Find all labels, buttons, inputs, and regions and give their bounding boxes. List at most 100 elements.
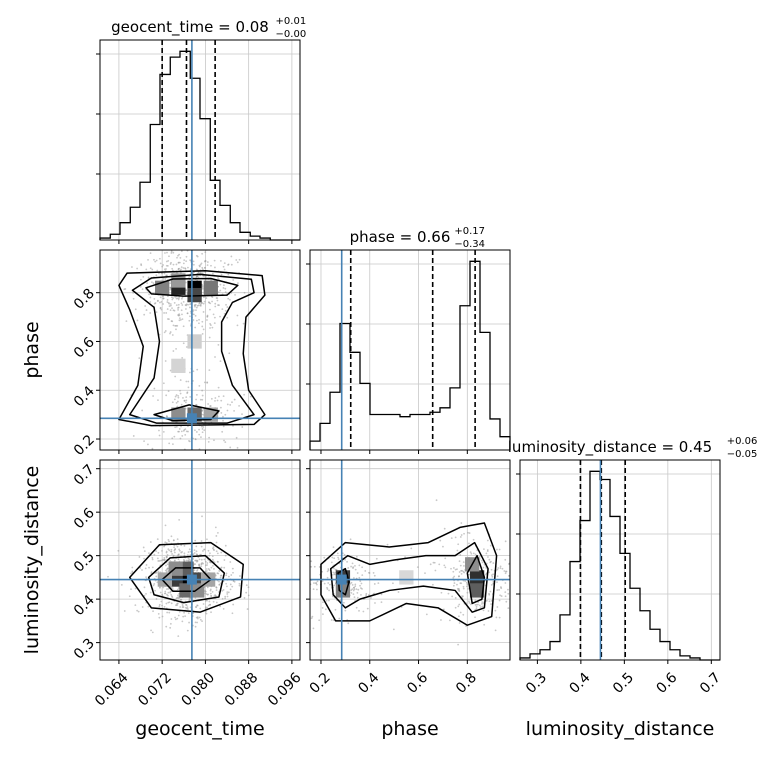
sample-point xyxy=(466,591,469,594)
sample-point xyxy=(496,568,499,571)
sample-point xyxy=(186,606,189,609)
sample-point xyxy=(140,263,142,266)
sample-point xyxy=(187,266,189,269)
sample-point xyxy=(165,564,167,567)
sample-point xyxy=(489,544,492,547)
sample-point xyxy=(177,308,179,311)
sample-point xyxy=(373,574,376,577)
sample-point xyxy=(151,268,154,271)
sample-point xyxy=(201,320,204,323)
sample-point xyxy=(189,606,192,609)
sample-point xyxy=(134,308,137,311)
sample-point xyxy=(183,559,186,562)
sample-point xyxy=(343,553,346,556)
sample-point xyxy=(195,559,198,562)
sample-point xyxy=(232,279,235,281)
sample-point xyxy=(205,568,208,570)
sample-point xyxy=(182,262,185,265)
sample-point xyxy=(155,311,158,314)
sample-point xyxy=(479,606,482,609)
scatter-panel-phase-luminosity_distance xyxy=(309,459,518,661)
sample-point xyxy=(164,360,167,362)
sample-point xyxy=(164,541,167,544)
sample-point xyxy=(147,443,149,446)
sample-point xyxy=(199,271,202,274)
sample-point xyxy=(459,611,462,614)
sample-point xyxy=(169,287,172,289)
sample-point xyxy=(193,569,196,572)
sample-point xyxy=(462,595,464,598)
sample-point xyxy=(211,300,213,303)
sample-point xyxy=(189,303,191,306)
sample-point xyxy=(476,603,479,606)
sample-point xyxy=(454,596,457,599)
title-uncertainty-lower: −0.05 xyxy=(727,449,758,460)
sample-point xyxy=(187,608,189,610)
sample-point xyxy=(467,531,469,534)
sample-point xyxy=(204,278,207,281)
sample-point xyxy=(206,315,209,318)
sample-point xyxy=(180,268,182,271)
sample-point xyxy=(166,274,168,277)
sample-point xyxy=(209,603,212,606)
sample-point xyxy=(238,582,241,585)
sample-point xyxy=(338,617,341,620)
sample-point xyxy=(224,413,227,416)
sample-point xyxy=(454,536,457,539)
sample-point xyxy=(358,576,361,579)
sample-point xyxy=(223,268,226,271)
sample-point xyxy=(143,594,146,597)
sample-point xyxy=(201,325,204,328)
sample-point xyxy=(177,267,180,270)
sample-point xyxy=(181,356,184,359)
sample-point xyxy=(243,597,246,599)
sample-point xyxy=(171,298,174,301)
sample-point xyxy=(163,272,166,275)
sample-point xyxy=(429,563,432,566)
sample-point xyxy=(148,293,150,296)
sample-point xyxy=(503,570,506,572)
sample-point xyxy=(206,261,209,263)
sample-point xyxy=(457,643,460,646)
sample-point xyxy=(470,552,473,555)
sample-point xyxy=(198,558,201,561)
sample-point xyxy=(196,617,199,620)
sample-point xyxy=(351,562,354,565)
sample-point xyxy=(231,401,233,404)
sample-point xyxy=(194,305,196,308)
sample-point xyxy=(171,307,173,310)
sample-point xyxy=(145,564,148,566)
sample-point xyxy=(511,564,513,566)
sample-point xyxy=(245,584,248,587)
sample-point xyxy=(186,554,189,556)
sample-point xyxy=(367,594,370,596)
sample-point xyxy=(236,446,239,449)
sample-point xyxy=(149,591,152,594)
sample-point xyxy=(185,603,187,606)
sample-point xyxy=(173,551,176,554)
sample-point xyxy=(454,606,457,609)
sample-point xyxy=(516,574,518,576)
sample-point xyxy=(481,561,484,564)
sample-point xyxy=(181,435,184,437)
sample-point xyxy=(199,398,202,401)
density-cell xyxy=(179,561,194,576)
sample-point xyxy=(355,606,358,609)
sample-point xyxy=(188,276,190,278)
sample-point xyxy=(482,602,485,605)
sample-point xyxy=(205,610,207,613)
histogram-bars xyxy=(309,260,511,450)
sample-point xyxy=(180,430,183,433)
sample-point xyxy=(180,544,183,547)
sample-point xyxy=(170,296,173,299)
x-tick-label: 0.096 xyxy=(265,670,305,710)
sample-point xyxy=(185,308,187,310)
sample-point xyxy=(183,611,185,614)
sample-point xyxy=(177,635,180,638)
sample-point xyxy=(157,399,159,402)
sample-point xyxy=(487,556,489,558)
sample-point xyxy=(192,370,195,373)
sample-point xyxy=(483,623,486,626)
sample-point xyxy=(223,262,226,265)
x-tick-label: 0.088 xyxy=(222,670,262,710)
